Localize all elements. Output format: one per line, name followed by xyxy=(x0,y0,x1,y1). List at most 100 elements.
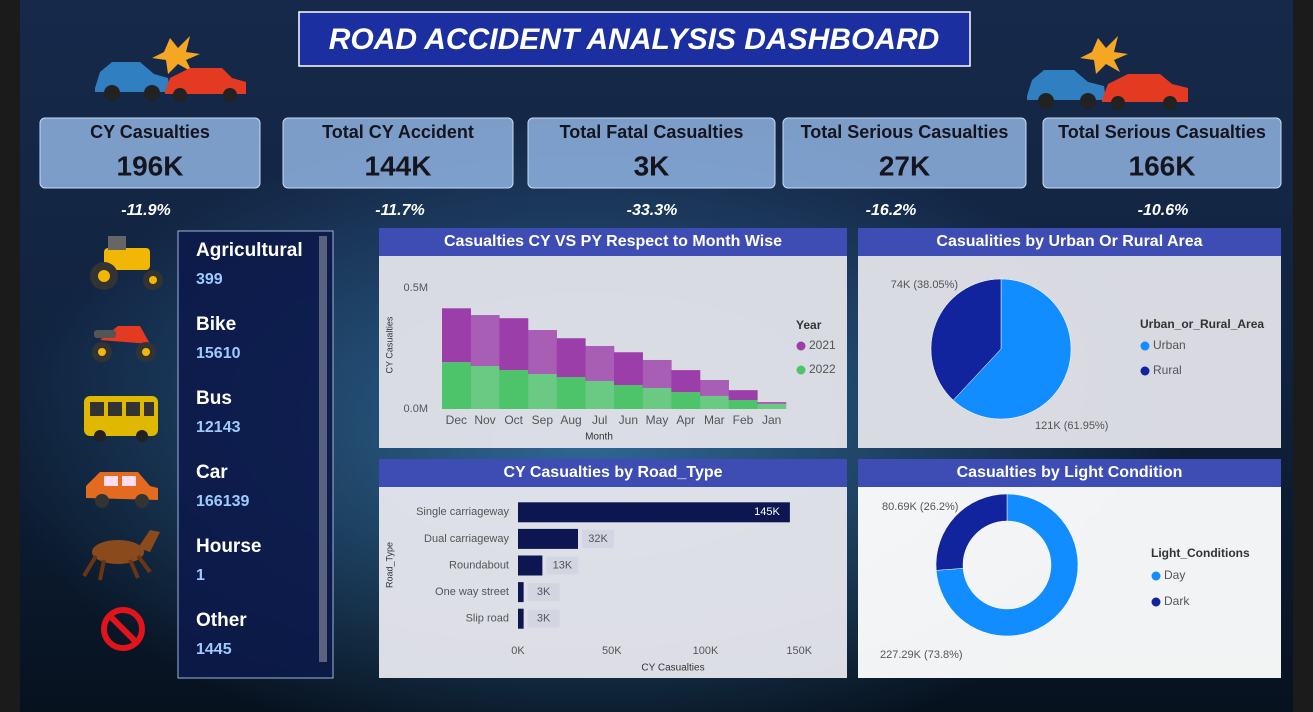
vehicle-name: Bike xyxy=(196,314,236,335)
legend-swatch xyxy=(1140,366,1150,376)
area-step xyxy=(728,400,758,409)
area-step xyxy=(728,390,758,401)
slice xyxy=(952,278,1072,420)
area-step xyxy=(700,395,729,409)
chart-header xyxy=(379,459,847,487)
car-icon xyxy=(86,472,158,508)
x-tick-label: 50K xyxy=(602,645,622,657)
x-tick-label: Feb xyxy=(733,413,754,427)
area-step xyxy=(700,380,729,396)
area-step xyxy=(585,380,615,409)
y-tick-label: 0.5M xyxy=(404,282,428,294)
area-step xyxy=(556,377,586,409)
legend-swatch xyxy=(796,341,806,351)
x-tick-label: May xyxy=(646,413,669,427)
vehicle-name: Car xyxy=(196,462,228,483)
data-label: 227.29K (73.8%) xyxy=(880,649,963,661)
x-tick-label: Jun xyxy=(619,413,638,427)
legend-label: Day xyxy=(1164,568,1185,582)
data-label: 80.69K (26.2%) xyxy=(882,501,958,513)
legend-label: 2021 xyxy=(809,338,836,352)
chart-header xyxy=(858,228,1281,256)
y-tick-label: Dual carriageway xyxy=(424,533,509,545)
kpi-value: 3K xyxy=(634,150,670,181)
legend-swatch xyxy=(796,365,806,375)
data-label: 32K xyxy=(588,533,608,545)
kpi-value: 166K xyxy=(1129,150,1196,181)
kpi-label: Total Fatal Casualties xyxy=(560,122,744,142)
area-step xyxy=(614,352,643,386)
kpi-card xyxy=(1042,117,1282,189)
scrollbar[interactable] xyxy=(319,236,327,662)
area-step xyxy=(442,308,471,363)
vehicle-value: 12143 xyxy=(196,419,241,436)
kpi-label: Total CY Accident xyxy=(322,122,474,142)
legend-label: 2022 xyxy=(809,362,836,376)
chart-header xyxy=(379,228,847,256)
data-label: 121K (61.95%) xyxy=(1035,420,1108,432)
area-step xyxy=(528,330,557,374)
slice xyxy=(935,493,1008,571)
area-step xyxy=(499,370,529,409)
area-step xyxy=(671,392,701,409)
no-sign-icon xyxy=(101,607,145,651)
horse-icon xyxy=(82,530,160,581)
x-tick-label: Apr xyxy=(676,413,695,427)
bar xyxy=(518,528,578,549)
vehicle-name: Other xyxy=(196,610,247,631)
data-label-bg xyxy=(546,556,579,575)
area-step xyxy=(556,338,586,378)
bar xyxy=(518,502,790,523)
bar xyxy=(518,555,543,576)
x-tick-label: Jul xyxy=(592,413,607,427)
crash-icon xyxy=(95,36,246,102)
x-tick-label: Aug xyxy=(560,413,581,427)
area-step xyxy=(499,318,529,371)
legend-title: Light_Conditions xyxy=(1151,546,1250,560)
data-label: 3K xyxy=(537,586,551,598)
legend-label: Rural xyxy=(1153,363,1182,377)
chart-panel xyxy=(379,459,847,678)
vehicle-value: 1445 xyxy=(196,641,232,658)
bar xyxy=(518,608,524,629)
vehicle-value: 1 xyxy=(196,567,205,584)
area-step xyxy=(528,373,557,409)
y-tick-label: 0.0M xyxy=(404,403,428,415)
y-tick-label: One way street xyxy=(435,586,509,598)
chart-title: Casualties by Light Condition xyxy=(957,464,1183,481)
data-label-bg xyxy=(582,529,614,548)
x-axis-title: CY Casualties xyxy=(641,663,704,674)
bus-icon xyxy=(84,396,158,442)
vehicle-value: 399 xyxy=(196,271,223,288)
kpi-card xyxy=(527,117,776,189)
area-step xyxy=(585,345,615,381)
y-tick-label: Single carriageway xyxy=(416,506,509,518)
legend-swatch xyxy=(1151,597,1161,607)
x-tick-label: Dec xyxy=(446,413,467,427)
tractor-icon xyxy=(90,236,163,290)
vehicle-value: 15610 xyxy=(196,345,241,362)
y-tick-label: Slip road xyxy=(466,613,509,625)
kpi-card xyxy=(39,117,261,189)
title-box xyxy=(298,11,971,67)
legend-label: Urban xyxy=(1153,338,1186,352)
vehicle-name: Bus xyxy=(196,388,232,409)
legend-title: Urban_or_Rural_Area xyxy=(1140,317,1264,331)
chart-title: Casualties CY VS PY Respect to Month Wis… xyxy=(444,233,782,250)
vehicle-value: 166139 xyxy=(196,493,249,510)
vehicle-name: Hourse xyxy=(196,536,261,557)
area-step xyxy=(757,401,787,404)
area-step xyxy=(470,366,500,409)
legend-title: Year xyxy=(796,318,822,332)
data-label-bg xyxy=(527,609,560,628)
y-axis-title: Road_Type xyxy=(384,542,394,588)
area-step xyxy=(642,359,672,388)
slice xyxy=(930,278,1002,401)
x-tick-label: Oct xyxy=(504,413,523,427)
x-tick-label: 100K xyxy=(693,645,719,657)
legend-label: Dark xyxy=(1164,594,1190,608)
slice xyxy=(935,493,1079,637)
bar xyxy=(518,582,524,603)
